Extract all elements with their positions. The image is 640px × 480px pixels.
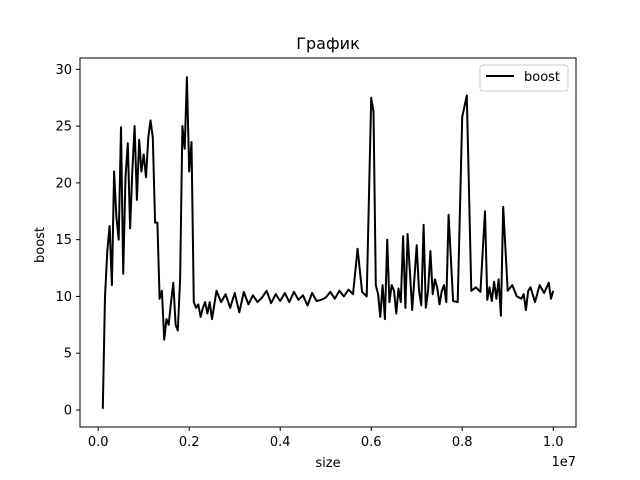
plot-area — [79, 57, 577, 428]
x-axis-ticks: 0.0 0.2 0.4 0.6 0.8 1.0 — [88, 427, 564, 450]
y-tick-label: 30 — [55, 63, 72, 78]
y-tick-label: 15 — [55, 233, 72, 248]
y-tick-label: 0 — [64, 403, 72, 418]
chart-title: График — [296, 34, 360, 53]
axes-frame — [79, 57, 577, 428]
x-tick-label: 0.2 — [179, 435, 200, 450]
x-tick-label: 0.8 — [452, 435, 473, 450]
y-tick-label: 25 — [55, 120, 72, 135]
y-tick-label: 5 — [64, 347, 72, 362]
x-tick-label: 0.4 — [270, 435, 291, 450]
legend: boost — [479, 64, 569, 92]
y-axis-ticks: 0 5 10 15 20 25 30 — [55, 63, 80, 418]
x-axis-offset-label: 1e7 — [551, 455, 576, 470]
x-tick-label: 1.0 — [543, 435, 564, 450]
y-tick-label: 10 — [55, 290, 72, 305]
legend-label-boost: boost — [524, 70, 560, 85]
x-tick-label: 0.0 — [88, 435, 109, 450]
legend-box — [479, 64, 569, 92]
x-tick-label: 0.6 — [361, 435, 382, 450]
y-axis-label: boost — [33, 227, 48, 263]
x-axis-label: size — [315, 456, 340, 471]
series-line-boost — [101, 76, 555, 409]
y-tick-label: 20 — [55, 176, 72, 191]
